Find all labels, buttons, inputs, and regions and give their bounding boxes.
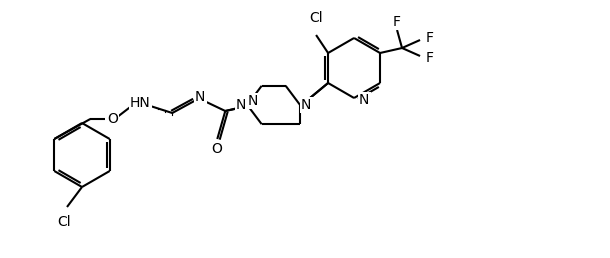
Text: N: N [301, 98, 311, 112]
Text: O: O [211, 142, 221, 156]
Text: N: N [195, 90, 206, 104]
Text: Cl: Cl [57, 215, 71, 229]
Text: HN: HN [130, 96, 151, 110]
Text: N: N [359, 93, 370, 107]
Text: Cl: Cl [309, 11, 323, 25]
Text: N: N [248, 94, 259, 108]
Text: F: F [393, 15, 401, 29]
Text: F: F [426, 51, 434, 65]
Text: N: N [236, 98, 246, 112]
Text: O: O [107, 112, 118, 126]
Text: F: F [426, 31, 434, 45]
